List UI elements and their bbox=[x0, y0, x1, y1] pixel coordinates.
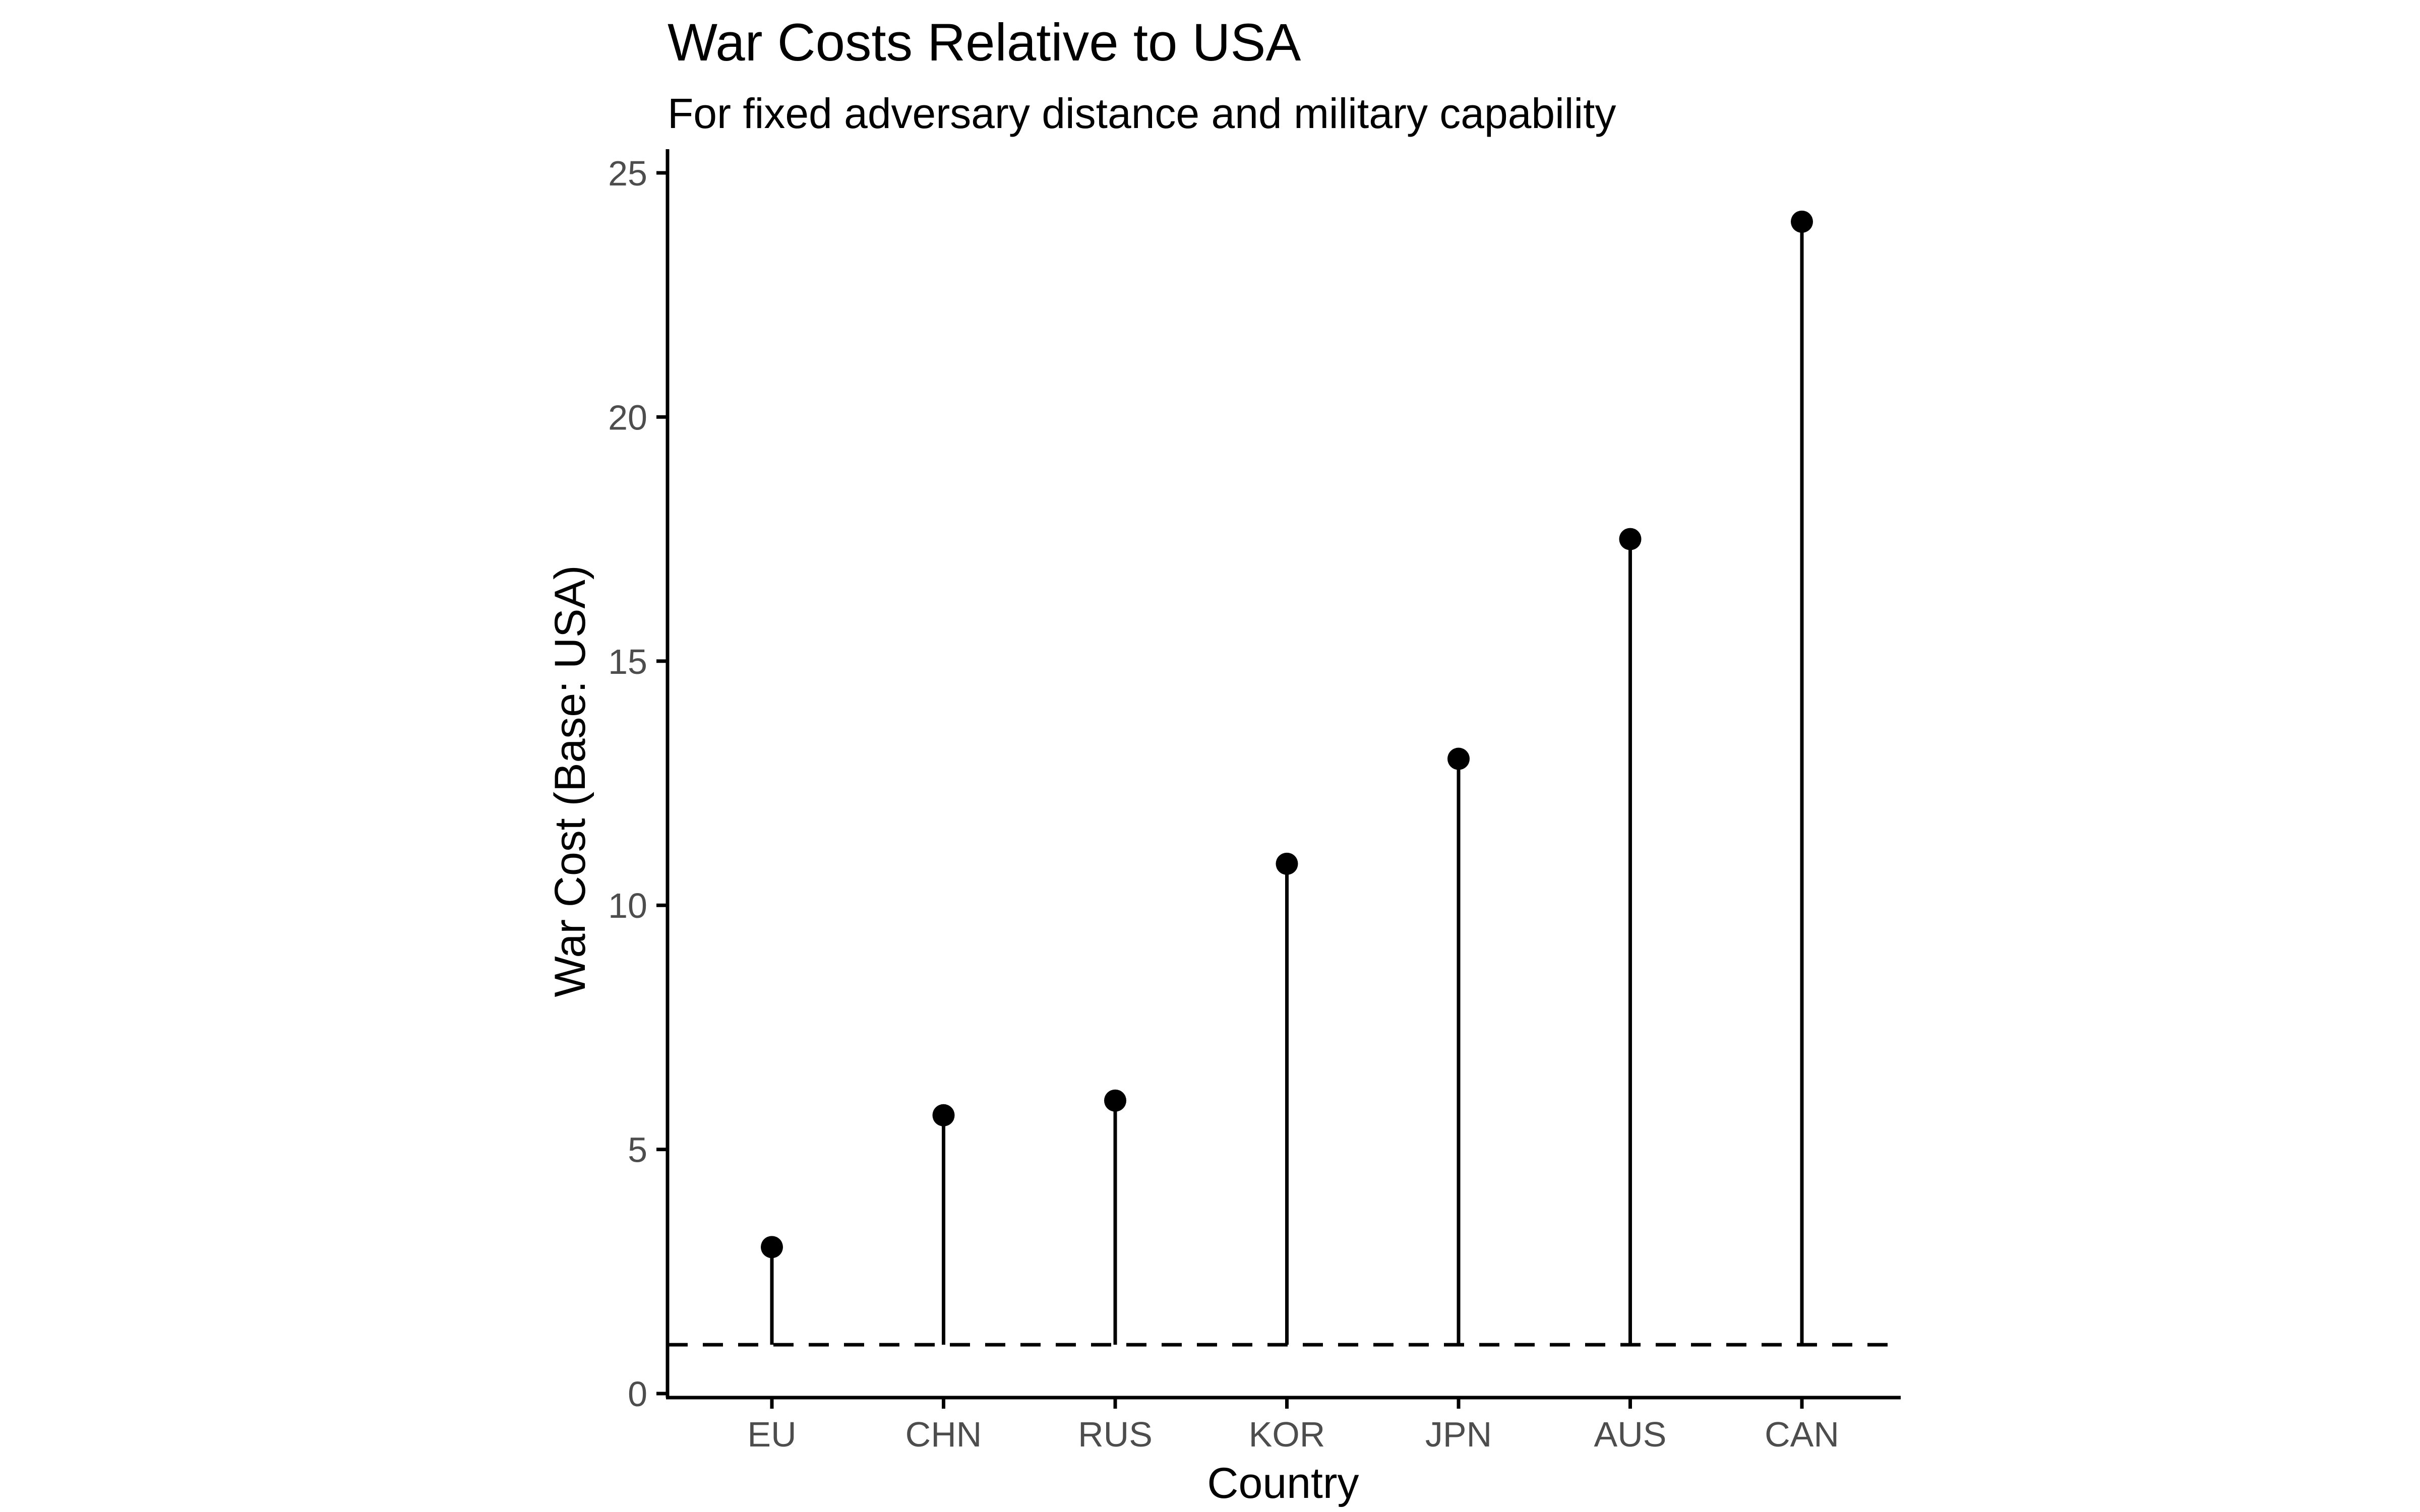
y-axis-ticks: 0 5 10 15 20 25 bbox=[608, 154, 668, 1414]
point-kor bbox=[1276, 852, 1298, 875]
x-tick-label-chn: CHN bbox=[905, 1415, 982, 1454]
y-tick-label: 0 bbox=[628, 1374, 647, 1414]
chart-title: War Costs Relative to USA bbox=[668, 13, 1301, 72]
chart-subtitle: For fixed adversary distance and militar… bbox=[668, 90, 1616, 137]
point-aus bbox=[1619, 528, 1642, 550]
y-tick-label: 20 bbox=[608, 398, 647, 437]
x-tick-label-rus: RUS bbox=[1078, 1415, 1153, 1454]
y-tick-label: 25 bbox=[608, 154, 647, 193]
x-axis-ticks: EU CHN RUS KOR JPN AUS CAN bbox=[747, 1398, 1839, 1454]
y-tick-label: 5 bbox=[628, 1130, 647, 1170]
point-rus bbox=[1104, 1089, 1126, 1112]
point-jpn bbox=[1447, 747, 1470, 770]
plot-marks bbox=[761, 210, 1813, 1345]
x-axis-title: Country bbox=[1207, 1459, 1359, 1507]
point-chn bbox=[932, 1104, 955, 1126]
x-tick-label-jpn: JPN bbox=[1425, 1415, 1492, 1454]
x-tick-label-can: CAN bbox=[1765, 1415, 1839, 1454]
x-tick-label-aus: AUS bbox=[1594, 1415, 1667, 1454]
y-tick-label: 15 bbox=[608, 642, 647, 681]
y-axis-title: War Cost (Base: USA) bbox=[546, 565, 594, 997]
point-eu bbox=[761, 1236, 783, 1258]
y-tick-label: 10 bbox=[608, 886, 647, 925]
x-tick-label-kor: KOR bbox=[1249, 1415, 1325, 1454]
point-can bbox=[1791, 210, 1813, 233]
x-tick-label-eu: EU bbox=[747, 1415, 796, 1454]
